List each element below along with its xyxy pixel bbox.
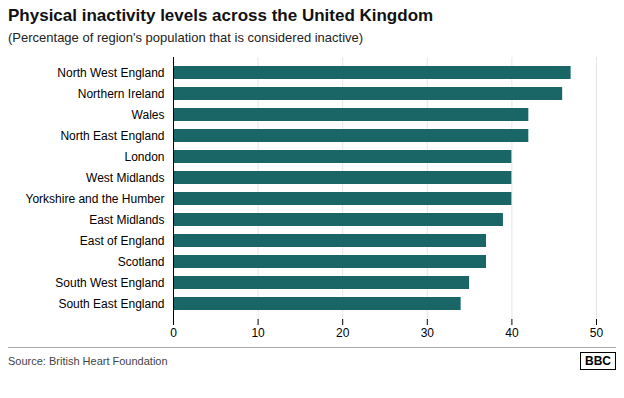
svg-text:40: 40: [505, 326, 519, 340]
svg-text:South East England: South East England: [58, 297, 164, 311]
svg-text:Scotland: Scotland: [118, 255, 165, 269]
svg-text:10: 10: [251, 326, 265, 340]
svg-text:East Midlands: East Midlands: [89, 213, 164, 227]
svg-text:30: 30: [421, 326, 435, 340]
html-text:BBC: BBC: [585, 354, 611, 368]
svg-text:North East England: North East England: [60, 129, 164, 143]
svg-text:Wales: Wales: [132, 108, 165, 122]
svg-text:North West England: North West England: [57, 66, 164, 80]
svg-text:East of England: East of England: [80, 234, 165, 248]
svg-text:London: London: [124, 150, 164, 164]
svg-text:West Midlands: West Midlands: [86, 171, 164, 185]
svg-text:South West England: South West England: [55, 276, 164, 290]
svg-text:20: 20: [336, 326, 350, 340]
svg-text:Northern Ireland: Northern Ireland: [78, 87, 165, 101]
html-text:Physical inactivity levels acr: Physical inactivity levels across the Un…: [8, 6, 434, 25]
html-text:(Percentage of region's popula: (Percentage of region's population that …: [8, 30, 364, 45]
html-text:Source: British Heart Foundati: Source: British Heart Foundation: [8, 355, 168, 367]
svg-text:0: 0: [170, 326, 177, 340]
svg-text:Yorkshire and the Humber: Yorkshire and the Humber: [26, 192, 165, 206]
svg-text:50: 50: [590, 326, 604, 340]
